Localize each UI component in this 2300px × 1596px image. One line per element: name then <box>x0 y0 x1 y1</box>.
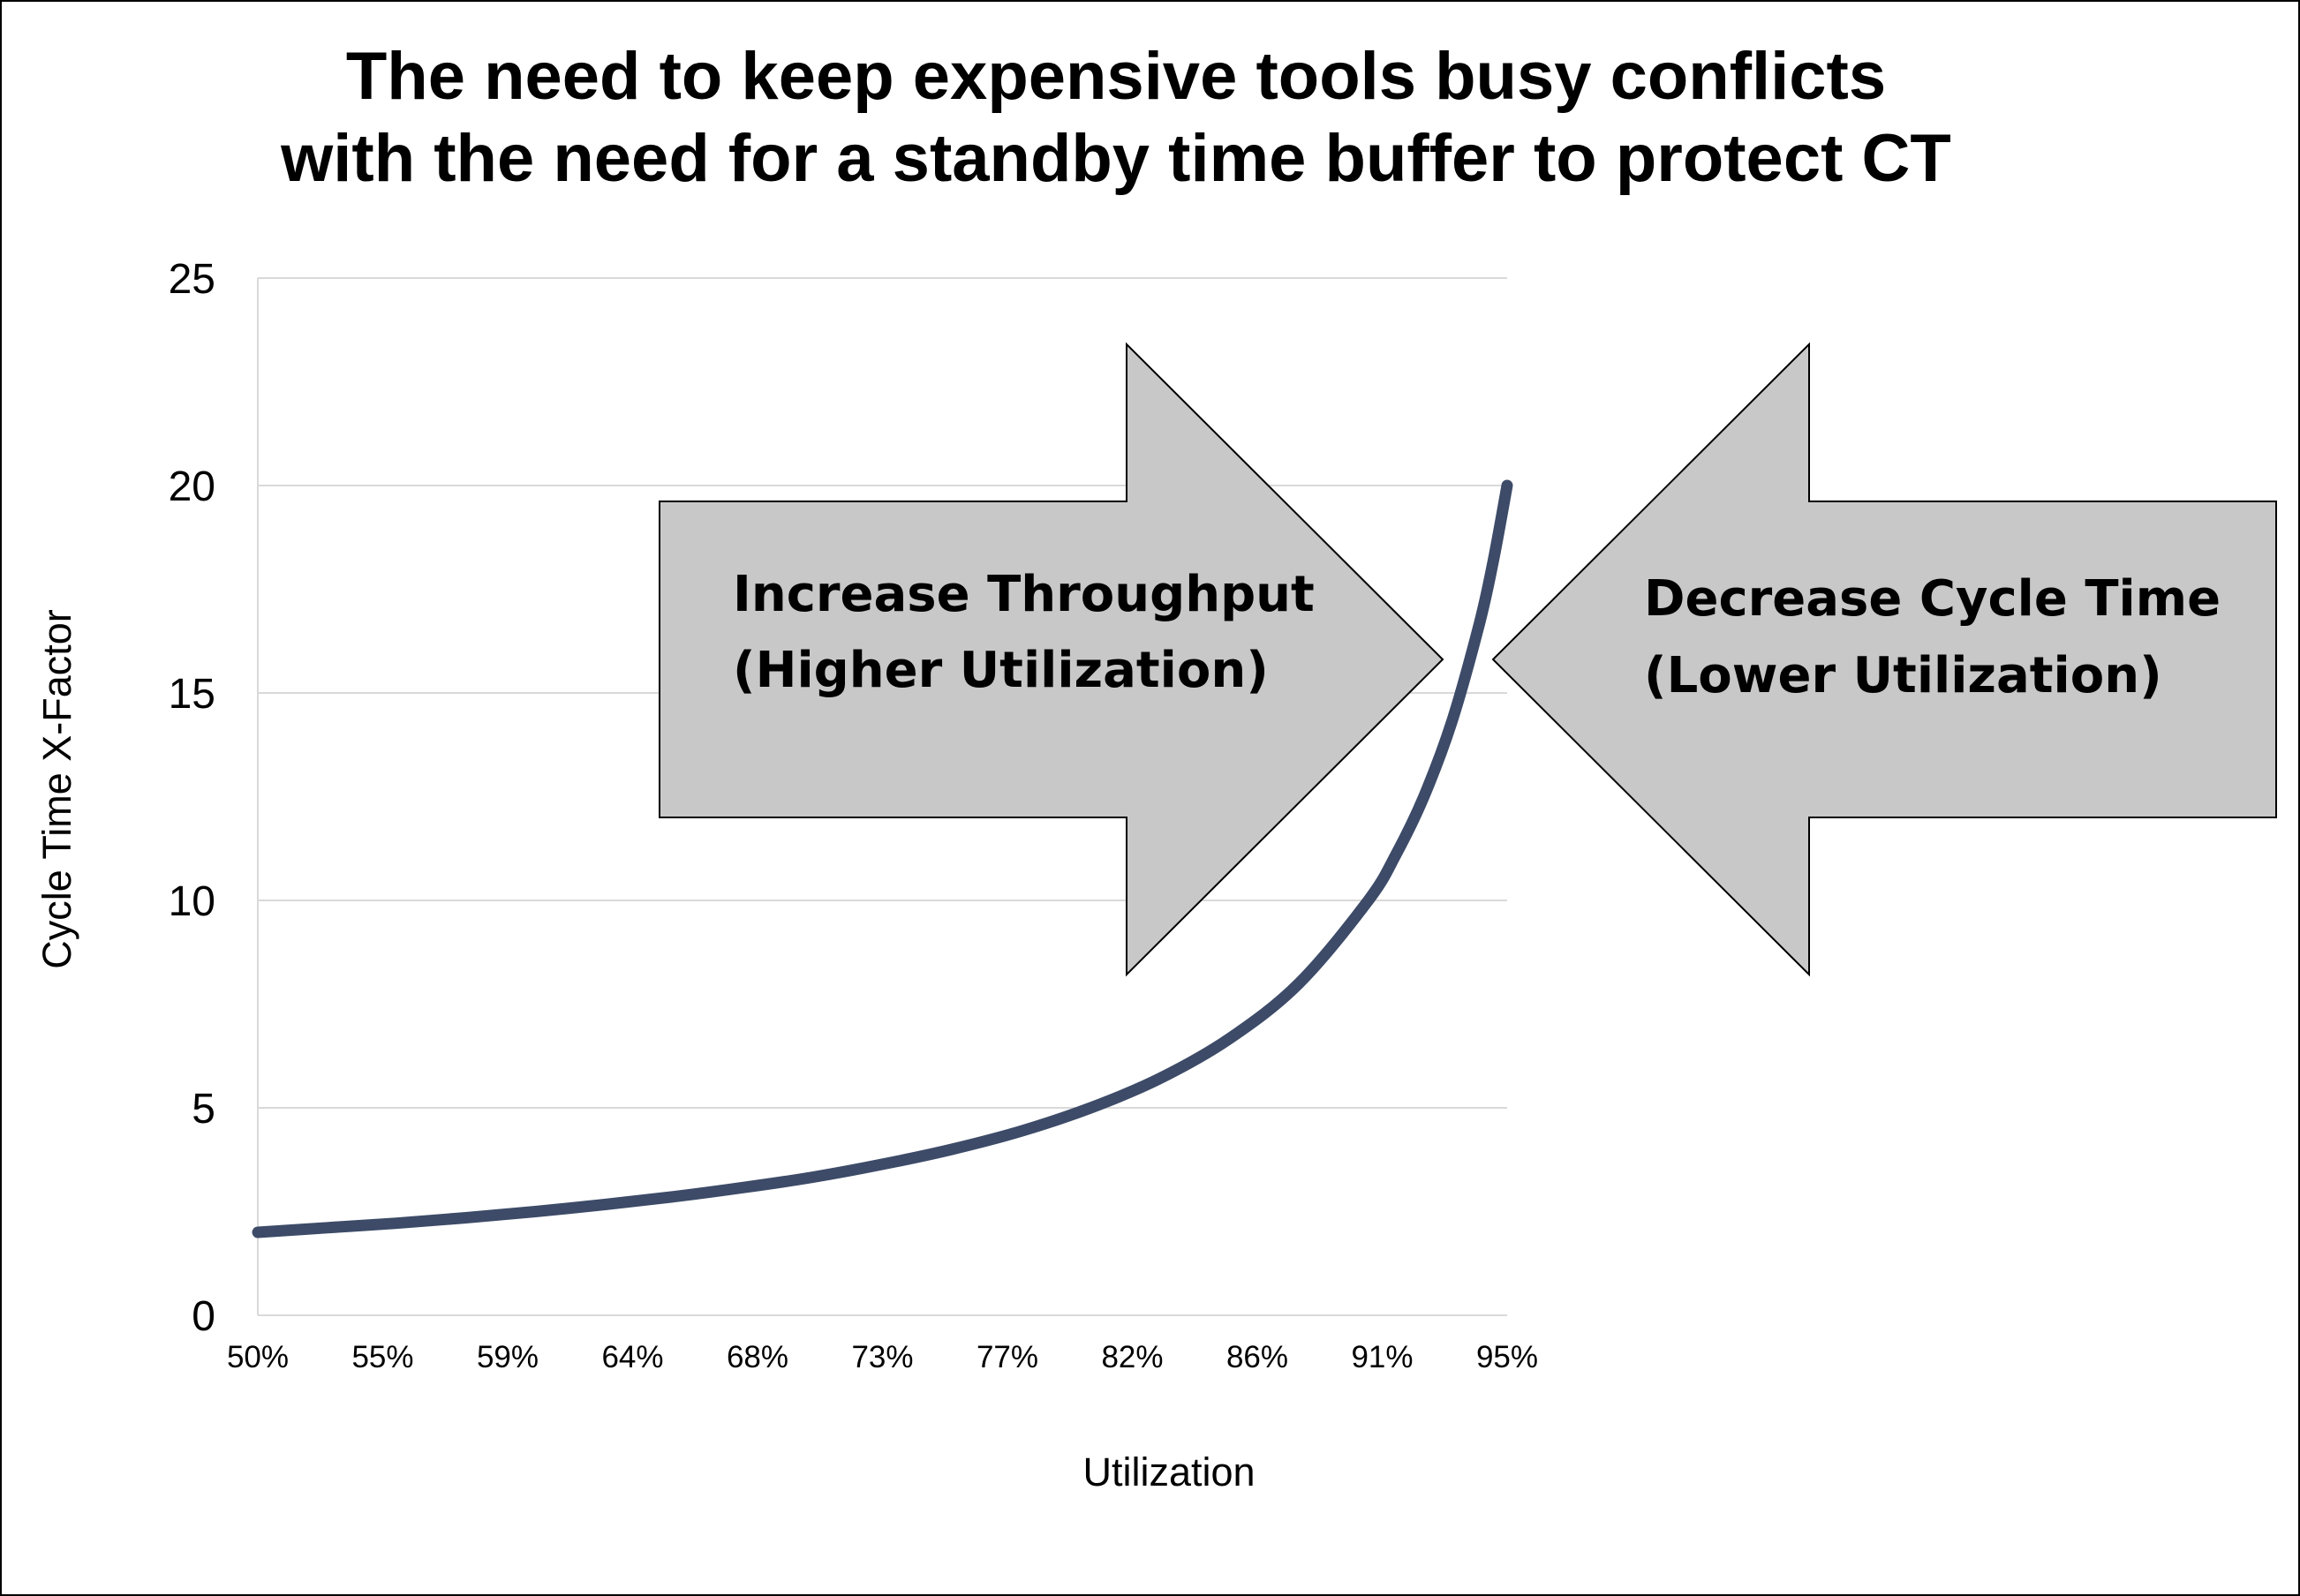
y-tick-label: 25 <box>169 256 215 303</box>
x-tick-labels: 50% 55% 59% 64% 68% 73% 77% 82% 86% 91% 95% <box>227 1340 1538 1374</box>
x-tick-label: 55% <box>351 1340 413 1374</box>
increase-throughput-label-line-2: (Higher Utilization) <box>733 642 1269 699</box>
x-tick-label: 77% <box>977 1340 1038 1374</box>
chart-title-line-1: The need to keep expensive tools busy co… <box>346 39 1886 114</box>
x-tick-label: 64% <box>601 1340 663 1374</box>
y-tick-label: 20 <box>169 463 215 510</box>
x-axis-label: Utilization <box>1082 1449 1255 1494</box>
y-tick-labels: 0 5 10 15 20 25 <box>169 256 215 1340</box>
decrease-cycle-time-label-line-1: Decrease Cycle Time <box>1644 570 2221 628</box>
x-tick-label: 86% <box>1226 1340 1288 1374</box>
y-tick-label: 0 <box>192 1293 215 1340</box>
x-tick-label: 73% <box>851 1340 913 1374</box>
x-tick-label: 50% <box>227 1340 289 1374</box>
increase-throughput-label-line-1: Increase Throughput <box>733 566 1315 623</box>
y-tick-label: 10 <box>169 878 215 925</box>
y-tick-label: 15 <box>169 671 215 718</box>
x-tick-label: 95% <box>1476 1340 1538 1374</box>
series-line-cycle-time <box>252 479 1513 1238</box>
y-tick-label: 5 <box>192 1086 215 1133</box>
x-tick-label: 82% <box>1101 1340 1163 1374</box>
x-tick-label: 68% <box>727 1340 788 1374</box>
decrease-cycle-time-label-line-2: (Lower Utilization) <box>1644 647 2162 704</box>
decrease-cycle-time-arrow <box>1491 342 2277 977</box>
chart-title-line-2: with the need for a standby time buffer … <box>280 121 1951 196</box>
y-axis-label: Cycle Time X-Factor <box>34 609 79 969</box>
x-tick-label: 59% <box>477 1340 539 1374</box>
increase-throughput-arrow <box>659 342 1444 977</box>
x-tick-label: 91% <box>1351 1340 1413 1374</box>
